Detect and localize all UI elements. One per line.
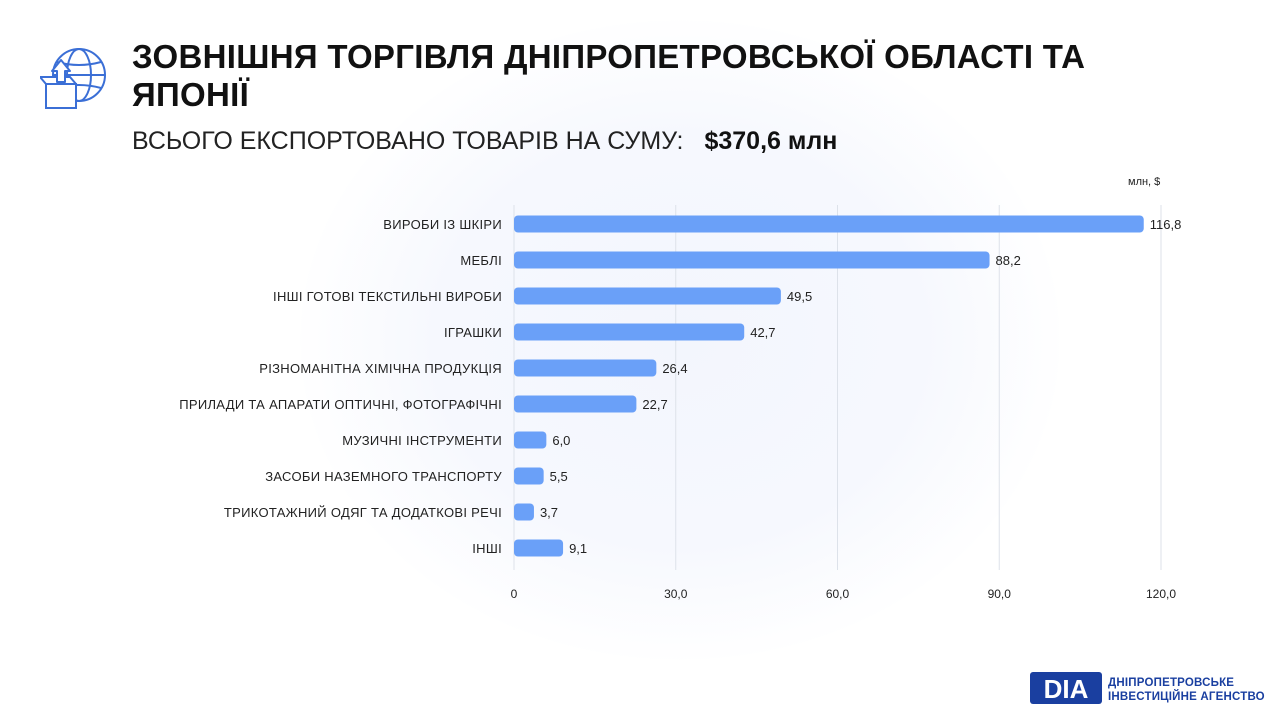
x-tick-label: 60,0 — [826, 587, 850, 601]
page-subtitle: ВСЬОГО ЕКСПОРТОВАНО ТОВАРІВ НА СУМУ: $37… — [132, 126, 837, 156]
category-label: ЗАСОБИ НАЗЕМНОГО ТРАНСПОРТУ — [265, 469, 502, 484]
globe-export-box-icon — [40, 48, 106, 109]
subtitle-amount: $370,6 млн — [704, 127, 838, 155]
category-label: ТРИКОТАЖНИЙ ОДЯГ ТА ДОДАТКОВІ РЕЧІ — [224, 505, 502, 520]
chart-unit-label: млн, $ — [1128, 176, 1161, 188]
category-label: ВИРОБИ ІЗ ШКІРИ — [383, 217, 502, 232]
bar — [514, 359, 657, 377]
x-tick-label: 120,0 — [1146, 587, 1176, 601]
bar — [514, 251, 990, 269]
category-label: РІЗНОМАНІТНА ХІМІЧНА ПРОДУКЦІЯ — [259, 361, 502, 376]
bar — [514, 323, 745, 341]
logo-line-2: ІНВЕСТИЦІЙНЕ АГЕНСТВО — [1108, 691, 1265, 703]
value-label: 5,5 — [550, 469, 568, 484]
value-label: 88,2 — [996, 253, 1021, 268]
dia-logo: DIA — [1030, 672, 1102, 704]
value-label: 116,8 — [1150, 217, 1182, 232]
x-tick-label: 30,0 — [664, 587, 688, 601]
logo-mark: DIA — [1044, 674, 1089, 704]
bar — [514, 287, 781, 305]
value-label: 6,0 — [552, 433, 570, 448]
bar — [514, 215, 1144, 233]
bar — [514, 431, 547, 449]
value-label: 49,5 — [787, 289, 812, 304]
page-title: ЗОВНІШНЯ ТОРГІВЛЯ ДНІПРОПЕТРОВСЬКОЇ ОБЛА… — [132, 38, 1086, 113]
category-label: ІНШІ ГОТОВІ ТЕКСТИЛЬНІ ВИРОБИ — [273, 289, 502, 304]
logo-line-1: ДНІПРОПЕТРОВСЬКЕ — [1108, 677, 1235, 689]
category-label: МУЗИЧНІ ІНСТРУМЕНТИ — [342, 433, 502, 448]
value-label: 42,7 — [750, 325, 775, 340]
category-label: ІНШІ — [472, 541, 502, 556]
bar — [514, 467, 544, 485]
bar — [514, 395, 637, 413]
value-label: 9,1 — [569, 541, 587, 556]
x-tick-label: 90,0 — [988, 587, 1012, 601]
bar — [514, 539, 564, 557]
logo-text: ДНІПРОПЕТРОВСЬКЕ ІНВЕСТИЦІЙНЕ АГЕНСТВО — [1108, 676, 1265, 704]
category-label: ПРИЛАДИ ТА АПАРАТИ ОПТИЧНІ, ФОТОГРАФІЧНІ — [179, 397, 502, 412]
value-label: 3,7 — [540, 505, 558, 520]
x-tick-label: 0 — [511, 587, 518, 601]
subtitle-text: ВСЬОГО ЕКСПОРТОВАНО ТОВАРІВ НА СУМУ: — [132, 127, 684, 155]
value-label: 22,7 — [642, 397, 667, 412]
value-label: 26,4 — [662, 361, 687, 376]
category-label: МЕБЛІ — [460, 253, 502, 268]
bar — [514, 503, 534, 521]
category-label: ІГРАШКИ — [444, 325, 502, 340]
